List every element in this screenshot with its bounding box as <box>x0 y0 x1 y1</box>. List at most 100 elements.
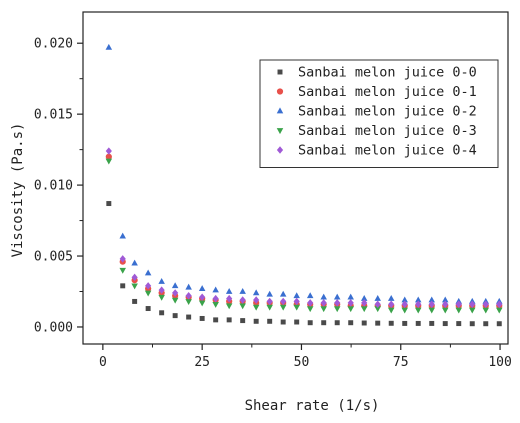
data-point <box>158 286 165 294</box>
data-point <box>388 320 394 326</box>
data-point <box>469 321 475 327</box>
data-point <box>253 318 259 324</box>
data-point <box>131 273 138 282</box>
data-point <box>375 320 381 326</box>
data-point <box>293 292 300 299</box>
data-point <box>321 320 327 326</box>
data-point <box>428 307 435 314</box>
y-tick-label: 0.010 <box>34 179 73 194</box>
data-point <box>145 306 151 312</box>
legend-label: Sanbai melon juice 0-2 <box>298 104 477 120</box>
data-point <box>374 295 381 301</box>
x-tick-label: 100 <box>488 355 511 370</box>
legend-marker <box>277 69 283 75</box>
data-point <box>360 306 368 313</box>
data-point <box>105 153 112 160</box>
y-tick-label: 0.020 <box>34 37 73 52</box>
data-point <box>320 306 327 313</box>
series-group <box>105 43 503 304</box>
data-point <box>159 310 165 316</box>
data-point <box>253 296 260 304</box>
data-point <box>120 283 126 289</box>
data-point <box>252 304 260 311</box>
data-point <box>226 294 233 303</box>
data-point <box>106 201 112 207</box>
legend-label: Sanbai melon juice 0-3 <box>298 123 477 139</box>
data-point <box>401 307 408 314</box>
data-point <box>496 321 502 327</box>
data-point <box>483 321 489 327</box>
data-point <box>279 304 287 311</box>
data-point <box>402 320 408 326</box>
data-point <box>132 298 138 304</box>
data-point <box>415 320 421 326</box>
data-point <box>266 290 273 297</box>
data-point <box>186 314 192 320</box>
data-point <box>266 304 273 311</box>
data-point <box>185 299 192 306</box>
data-point <box>293 297 300 306</box>
data-point <box>225 287 233 294</box>
legend-label: Sanbai melon juice 0-0 <box>298 65 477 81</box>
data-point <box>279 290 287 297</box>
data-point <box>441 307 449 314</box>
data-point <box>415 300 422 308</box>
data-point <box>158 278 165 284</box>
data-point <box>213 317 219 323</box>
data-point <box>388 300 395 308</box>
series-group <box>105 158 503 314</box>
data-point <box>252 289 260 296</box>
data-point <box>239 287 246 294</box>
data-point <box>361 320 367 326</box>
data-point <box>239 296 246 304</box>
data-point <box>119 267 126 274</box>
data-point <box>294 319 300 325</box>
data-point <box>320 299 327 307</box>
y-tick-label: 0.005 <box>34 250 73 265</box>
data-point <box>387 295 395 301</box>
data-point <box>306 292 314 299</box>
data-point <box>199 315 205 321</box>
y-axis-title: Viscosity (Pa.s) <box>10 123 26 258</box>
data-point <box>442 300 449 308</box>
data-point <box>266 297 273 306</box>
y-tick-label: 0.015 <box>34 108 73 123</box>
data-point <box>131 283 138 290</box>
data-point <box>145 282 152 290</box>
data-point <box>239 303 246 310</box>
data-point <box>442 321 448 327</box>
x-tick-label: 25 <box>194 355 210 370</box>
data-point <box>428 300 435 308</box>
data-point <box>374 300 381 308</box>
data-point <box>185 292 192 300</box>
data-point <box>198 285 206 291</box>
data-point <box>334 299 341 307</box>
data-point <box>171 297 179 304</box>
data-point <box>171 282 179 289</box>
legend-marker <box>276 146 284 154</box>
data-point <box>361 299 368 307</box>
data-point <box>105 158 113 165</box>
data-point <box>333 293 341 300</box>
data-point <box>185 283 192 290</box>
data-point <box>456 321 462 327</box>
data-point <box>105 147 112 155</box>
data-point <box>212 286 219 293</box>
data-point <box>401 300 408 308</box>
data-point <box>320 293 327 300</box>
data-point <box>401 296 408 303</box>
legend-marker <box>276 128 284 135</box>
data-point <box>267 318 273 324</box>
data-point <box>347 306 354 313</box>
data-point <box>119 232 126 239</box>
y-tick-label: 0.000 <box>34 320 73 335</box>
data-point <box>131 259 138 266</box>
data-point <box>347 299 354 307</box>
data-point <box>387 307 395 314</box>
data-point <box>105 43 113 50</box>
data-point <box>334 320 340 326</box>
series-group <box>106 201 502 327</box>
data-point <box>455 300 462 308</box>
legend: Sanbai melon juice 0-0 Sanbai melon juice… <box>259 59 499 168</box>
